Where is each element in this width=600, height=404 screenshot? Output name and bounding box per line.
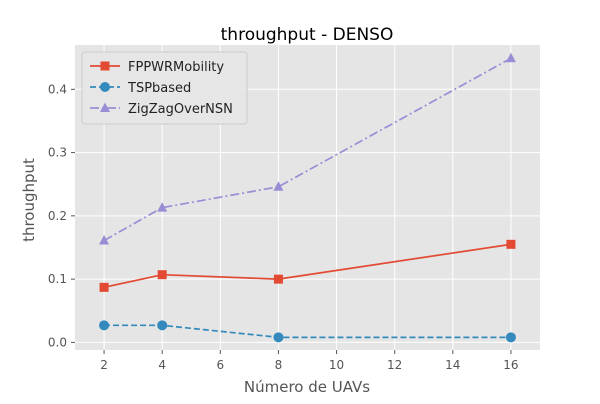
y-axis: 0.0 0.1 0.2 0.3 0.4 (48, 82, 75, 349)
x-tick-label: 16 (503, 358, 518, 372)
y-tick-label: 0.1 (48, 272, 67, 286)
x-tick-label: 8 (275, 358, 283, 372)
legend-item: TSPbased (90, 81, 191, 96)
chart-title: throughput - DENSO (221, 25, 394, 45)
data-point (506, 239, 516, 249)
legend-item: FPPWRMobility (90, 60, 224, 75)
legend-item: ZigZagOverNSN (90, 102, 233, 117)
series-ZigZagOverNSN (99, 52, 516, 245)
data-point (99, 235, 110, 245)
legend-label: ZigZagOverNSN (128, 102, 233, 117)
x-tick-label: 2 (100, 358, 108, 372)
series-line (103, 57, 512, 242)
data-point (157, 320, 168, 331)
legend-marker (100, 82, 110, 92)
series-TSPbased (99, 320, 516, 343)
data-point (505, 52, 516, 63)
data-point (157, 202, 168, 212)
series-line (103, 243, 512, 289)
x-tick-label: 6 (216, 358, 224, 372)
x-axis-label: Número de UAVs (244, 378, 370, 396)
legend-label: TSPbased (127, 81, 191, 96)
legend-label: FPPWRMobility (128, 60, 224, 75)
series-line (104, 324, 511, 339)
data-point (273, 181, 284, 191)
x-tick-label: 14 (445, 358, 460, 372)
y-axis-label: throughput (20, 158, 38, 242)
legend: FPPWRMobility TSPbased ZigZagOverNSN (81, 51, 248, 125)
legend-marker (100, 61, 110, 71)
x-tick-label: 4 (158, 358, 166, 372)
series-FPPWRMobility (99, 239, 516, 292)
x-axis: 2 4 6 8 10 12 14 16 (100, 350, 519, 372)
legend-box (81, 51, 248, 125)
data-point (273, 332, 284, 343)
data-point (157, 270, 167, 280)
x-tick-label: 12 (387, 358, 402, 372)
data-point (99, 282, 109, 292)
x-tick-label: 10 (329, 358, 344, 372)
data-point (273, 274, 283, 284)
series-layer (99, 52, 516, 343)
y-tick-label: 0.4 (48, 82, 67, 96)
y-tick-label: 0.2 (48, 209, 67, 223)
legend-marker (100, 102, 110, 112)
y-tick-label: 0.3 (48, 146, 67, 160)
data-point (99, 320, 110, 331)
y-tick-label: 0.0 (48, 335, 67, 349)
data-point (505, 332, 516, 343)
